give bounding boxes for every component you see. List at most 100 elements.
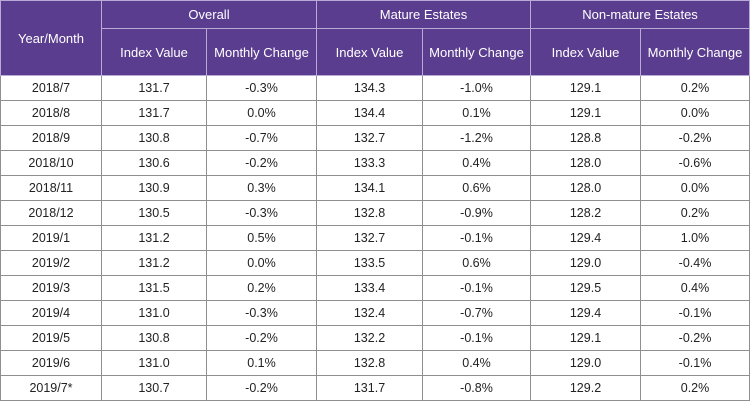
value-cell: 0.0% <box>206 250 317 276</box>
value-cell: 129.0 <box>530 250 641 276</box>
value-cell: -0.2% <box>206 325 317 351</box>
value-cell: 133.3 <box>316 150 423 176</box>
value-cell: -0.2% <box>639 125 750 151</box>
value-cell: 1.0% <box>639 225 750 251</box>
value-cell: 129.4 <box>530 225 641 251</box>
value-cell: 134.1 <box>316 175 423 201</box>
subheader: Monthly Change <box>639 28 750 76</box>
value-cell: 0.5% <box>206 225 317 251</box>
value-cell: 131.7 <box>101 75 207 101</box>
value-cell: 0.1% <box>422 100 531 126</box>
value-cell: 129.1 <box>530 75 641 101</box>
value-cell: 133.5 <box>316 250 423 276</box>
value-cell: 129.2 <box>530 375 641 401</box>
month-cell: 2019/5 <box>0 325 102 351</box>
table-row: 2019/1 131.2 0.5% 132.7 -0.1% 129.4 1.0% <box>0 225 750 251</box>
table-row: 2018/8 131.7 0.0% 134.4 0.1% 129.1 0.0% <box>0 100 750 126</box>
table-row: 2018/9 130.8 -0.7% 132.7 -1.2% 128.8 -0.2% <box>0 125 750 151</box>
value-cell: 0.0% <box>639 175 750 201</box>
table-header: Year/Month Overall Mature Estates Non-ma… <box>0 0 750 76</box>
month-cell: 2018/11 <box>0 175 102 201</box>
group-header: Non-mature Estates <box>529 0 750 29</box>
subheader-row: Index Value Monthly Change Index Value Mont… <box>1 28 750 76</box>
value-cell: 131.7 <box>316 375 423 401</box>
table-row: 2018/11 130.9 0.3% 134.1 0.6% 128.0 0.0% <box>0 175 750 201</box>
value-cell: -0.1% <box>422 275 531 301</box>
month-cell: 2018/7 <box>0 75 102 101</box>
value-cell: 132.7 <box>316 225 423 251</box>
subheader: Monthly Change <box>206 28 317 76</box>
value-cell: 130.8 <box>101 325 207 351</box>
subheader: Index Value <box>530 28 641 76</box>
value-cell: 131.0 <box>101 300 207 326</box>
table-row: 2018/7 131.7 -0.3% 134.3 -1.0% 129.1 0.2% <box>0 75 750 101</box>
value-cell: 132.7 <box>316 125 423 151</box>
table-row: 2018/10 130.6 -0.2% 133.3 0.4% 128.0 -0.6% <box>0 150 750 176</box>
value-cell: 130.6 <box>101 150 207 176</box>
value-cell: 0.4% <box>422 350 531 376</box>
value-cell: 0.6% <box>422 175 531 201</box>
value-cell: -1.0% <box>422 75 531 101</box>
group-header: Overall <box>101 0 317 29</box>
value-cell: 128.8 <box>530 125 641 151</box>
value-cell: 132.8 <box>316 350 423 376</box>
month-cell: 2019/1 <box>0 225 102 251</box>
month-cell: 2019/2 <box>0 250 102 276</box>
value-cell: 132.4 <box>316 300 423 326</box>
value-cell: 128.0 <box>530 175 641 201</box>
value-cell: 131.2 <box>101 225 207 251</box>
value-cell: -0.2% <box>206 150 317 176</box>
value-cell: 0.2% <box>639 200 750 226</box>
month-cell: 2019/4 <box>0 300 102 326</box>
value-cell: -0.7% <box>206 125 317 151</box>
table-row: 2019/3 131.5 0.2% 133.4 -0.1% 129.5 0.4% <box>0 275 750 301</box>
month-cell: 2019/3 <box>0 275 102 301</box>
table-row: 2018/12 130.5 -0.3% 132.8 -0.9% 128.2 0.2% <box>0 200 750 226</box>
value-cell: 0.0% <box>639 100 750 126</box>
value-cell: 130.7 <box>101 375 207 401</box>
value-cell: 0.0% <box>206 100 317 126</box>
value-cell: 132.8 <box>316 200 423 226</box>
value-cell: 129.5 <box>530 275 641 301</box>
table-body: 2018/7 131.7 -0.3% 134.3 -1.0% 129.1 0.2% 2018/… <box>0 75 750 401</box>
value-cell: 134.4 <box>316 100 423 126</box>
value-cell: 131.7 <box>101 100 207 126</box>
value-cell: -0.3% <box>206 75 317 101</box>
value-cell: -0.3% <box>206 200 317 226</box>
month-cell: 2019/6 <box>0 350 102 376</box>
value-cell: 131.2 <box>101 250 207 276</box>
value-cell: 0.2% <box>206 275 317 301</box>
value-cell: 130.8 <box>101 125 207 151</box>
value-cell: 0.2% <box>639 375 750 401</box>
value-cell: 129.1 <box>530 325 641 351</box>
value-cell: -0.1% <box>422 325 531 351</box>
value-cell: 129.1 <box>530 100 641 126</box>
value-cell: -0.8% <box>422 375 531 401</box>
value-cell: 130.5 <box>101 200 207 226</box>
value-cell: 0.1% <box>206 350 317 376</box>
month-cell: 2018/8 <box>0 100 102 126</box>
value-cell: 0.4% <box>422 150 531 176</box>
value-cell: 0.6% <box>422 250 531 276</box>
value-cell: -0.2% <box>639 325 750 351</box>
table-row: 2019/2 131.2 0.0% 133.5 0.6% 129.0 -0.4% <box>0 250 750 276</box>
value-cell: -0.7% <box>422 300 531 326</box>
value-cell: -0.3% <box>206 300 317 326</box>
subheader: Index Value <box>316 28 423 76</box>
value-cell: -0.4% <box>639 250 750 276</box>
value-cell: 130.9 <box>101 175 207 201</box>
value-cell: 128.2 <box>530 200 641 226</box>
group-header: Mature Estates <box>316 0 531 29</box>
value-cell: 129.4 <box>530 300 641 326</box>
month-cell: 2019/7* <box>0 375 102 401</box>
value-cell: -0.6% <box>639 150 750 176</box>
value-cell: 132.2 <box>316 325 423 351</box>
value-cell: 129.0 <box>530 350 641 376</box>
month-cell: 2018/12 <box>0 200 102 226</box>
table-row: 2019/7* 130.7 -0.2% 131.7 -0.8% 129.2 0.2% <box>0 375 750 401</box>
table-row: 2019/5 130.8 -0.2% 132.2 -0.1% 129.1 -0.2% <box>0 325 750 351</box>
value-cell: -0.1% <box>422 225 531 251</box>
month-cell: 2018/9 <box>0 125 102 151</box>
value-cell: -0.1% <box>639 350 750 376</box>
